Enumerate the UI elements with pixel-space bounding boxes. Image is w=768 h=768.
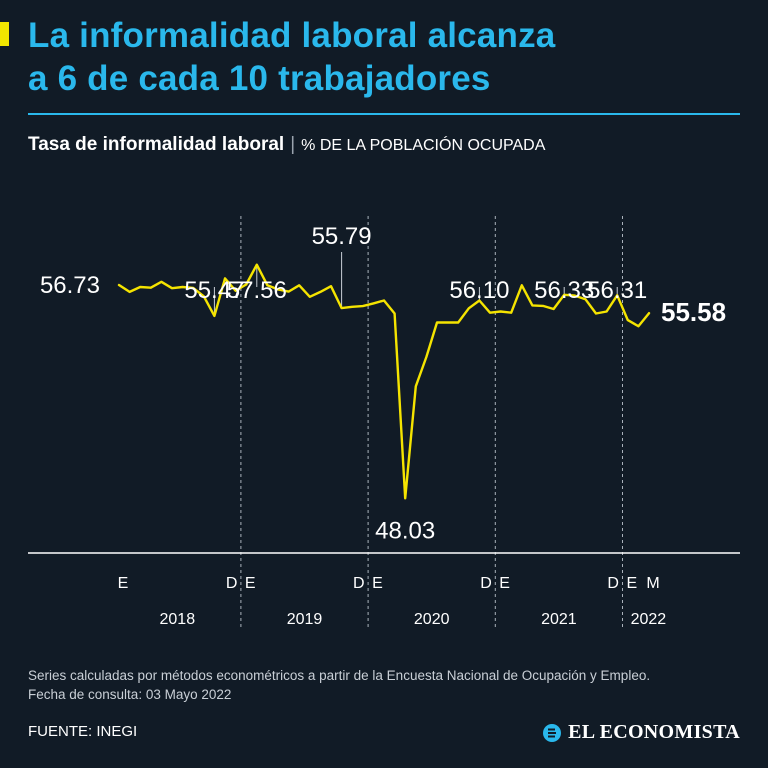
month-tick-label: D — [353, 575, 365, 592]
methodology-note: Series calculadas por métodos econométri… — [28, 666, 650, 704]
month-tick-label: E — [245, 575, 256, 592]
year-label: 2021 — [541, 611, 577, 628]
subtitle-separator: | — [290, 134, 296, 155]
month-tick-label: E — [118, 575, 129, 592]
chart-subtitle: Tasa de informalidad laboral | % DE LA POB… — [28, 134, 545, 156]
month-tick-label: M — [646, 575, 659, 592]
subtitle-unit: % DE LA POBLACIÓN OCUPADA — [301, 137, 546, 154]
data-label: 56.10 — [449, 277, 509, 304]
subtitle-title: Tasa de informalidad laboral — [28, 134, 285, 155]
accent-bar — [0, 22, 9, 46]
headline-line-1: La informalidad laboral alcanza — [28, 16, 556, 55]
data-label: 55.79 — [312, 223, 372, 250]
year-label: 2022 — [631, 611, 667, 628]
month-tick-label: E — [626, 575, 637, 592]
brand-logo: EL ECONOMISTA — [542, 721, 740, 744]
data-label: 56.31 — [587, 277, 647, 304]
month-tick-label: D — [480, 575, 492, 592]
year-label: 2020 — [414, 611, 450, 628]
year-label: 2019 — [287, 611, 323, 628]
data-label: 57.56 — [227, 277, 287, 304]
year-label: 2018 — [160, 611, 196, 628]
month-tick-label: D — [226, 575, 238, 592]
data-label: 55.47 — [184, 277, 244, 304]
brand-name: EL ECONOMISTA — [568, 721, 740, 743]
headline: La informalidad laboral alcanza a 6 de c… — [28, 14, 748, 100]
note-line-2: Fecha de consulta: 03 Mayo 2022 — [28, 687, 232, 702]
month-tick-label: E — [499, 575, 510, 592]
month-tick-label: E — [372, 575, 383, 592]
data-label: 48.03 — [375, 517, 435, 544]
title-rule — [28, 113, 740, 115]
note-line-1: Series calculadas por métodos econométri… — [28, 668, 651, 683]
data-label: 56.33 — [534, 277, 594, 304]
headline-line-2: a 6 de cada 10 trabajadores — [28, 59, 491, 98]
month-tick-label: D — [607, 575, 619, 592]
data-label: 56.73 — [40, 272, 100, 299]
el-economista-logo-icon — [543, 723, 562, 742]
data-label: 55.58 — [661, 297, 726, 327]
source-label: FUENTE: INEGI — [28, 723, 138, 740]
series-line — [117, 263, 651, 500]
